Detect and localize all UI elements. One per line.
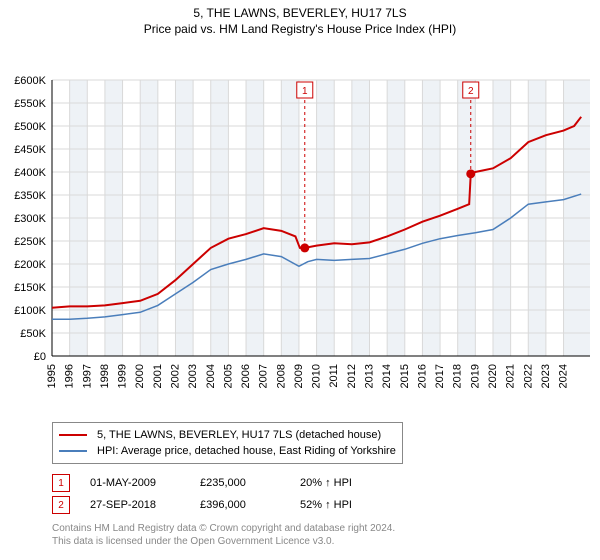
svg-text:£150K: £150K bbox=[14, 282, 46, 294]
legend-label-subject: 5, THE LAWNS, BEVERLEY, HU17 7LS (detach… bbox=[97, 429, 381, 441]
legend: 5, THE LAWNS, BEVERLEY, HU17 7LS (detach… bbox=[52, 422, 403, 464]
svg-text:2024: 2024 bbox=[558, 364, 570, 388]
svg-text:2000: 2000 bbox=[134, 364, 146, 388]
chart-area: £0 £50K £100K £150K £200K £250K £300K £350K £400… bbox=[0, 36, 600, 416]
svg-text:2002: 2002 bbox=[169, 364, 181, 388]
sale-row-2: 2 27-SEP-2018 £396,000 52% ↑ HPI bbox=[52, 494, 600, 516]
svg-text:£500K: £500K bbox=[14, 121, 46, 133]
svg-text:2020: 2020 bbox=[487, 364, 499, 388]
svg-text:2008: 2008 bbox=[275, 364, 287, 388]
legend-row-hpi: HPI: Average price, detached house, East… bbox=[59, 443, 396, 459]
footnote-line1: Contains HM Land Registry data © Crown c… bbox=[52, 522, 600, 535]
svg-text:2007: 2007 bbox=[258, 364, 270, 388]
svg-text:2010: 2010 bbox=[311, 364, 323, 388]
svg-text:£450K: £450K bbox=[14, 144, 46, 156]
svg-text:2009: 2009 bbox=[293, 364, 305, 388]
svg-text:1: 1 bbox=[302, 86, 308, 97]
legend-row-subject: 5, THE LAWNS, BEVERLEY, HU17 7LS (detach… bbox=[59, 427, 396, 443]
sale-date-1: 01-MAY-2009 bbox=[90, 477, 180, 489]
svg-text:2019: 2019 bbox=[469, 364, 481, 388]
svg-text:1995: 1995 bbox=[46, 364, 58, 388]
svg-text:2018: 2018 bbox=[452, 364, 464, 388]
sale-date-2: 27-SEP-2018 bbox=[90, 499, 180, 511]
sale-diff-1: 20% ↑ HPI bbox=[300, 477, 380, 489]
svg-text:£0: £0 bbox=[34, 351, 46, 363]
legend-swatch-hpi bbox=[59, 450, 87, 452]
svg-text:2013: 2013 bbox=[364, 364, 376, 388]
legend-label-hpi: HPI: Average price, detached house, East… bbox=[97, 445, 396, 457]
svg-text:2005: 2005 bbox=[222, 364, 234, 388]
svg-text:2001: 2001 bbox=[152, 364, 164, 388]
svg-text:£50K: £50K bbox=[20, 328, 46, 340]
chart-svg: £0 £50K £100K £150K £200K £250K £300K £350K £400… bbox=[0, 36, 600, 416]
chart-title-block: 5, THE LAWNS, BEVERLEY, HU17 7LS Price p… bbox=[0, 0, 600, 36]
svg-text:1998: 1998 bbox=[99, 364, 111, 388]
chart-title-subtitle: Price paid vs. HM Land Registry's House … bbox=[0, 22, 600, 36]
svg-text:1997: 1997 bbox=[81, 364, 93, 388]
legend-swatch-subject bbox=[59, 434, 87, 436]
svg-text:1996: 1996 bbox=[64, 364, 76, 388]
chart-title-address: 5, THE LAWNS, BEVERLEY, HU17 7LS bbox=[0, 6, 600, 20]
svg-text:£100K: £100K bbox=[14, 305, 46, 317]
sale-marker-2: 2 bbox=[52, 496, 70, 514]
footnote: Contains HM Land Registry data © Crown c… bbox=[52, 522, 600, 548]
svg-text:2004: 2004 bbox=[205, 364, 217, 388]
svg-text:2011: 2011 bbox=[328, 364, 340, 388]
svg-text:£350K: £350K bbox=[14, 190, 46, 202]
svg-text:2016: 2016 bbox=[416, 364, 428, 388]
svg-text:2021: 2021 bbox=[505, 364, 517, 388]
svg-text:£600K: £600K bbox=[14, 75, 46, 87]
svg-text:2: 2 bbox=[468, 86, 474, 97]
svg-text:2022: 2022 bbox=[522, 364, 534, 388]
svg-text:£400K: £400K bbox=[14, 167, 46, 179]
svg-text:2014: 2014 bbox=[381, 364, 393, 388]
svg-text:2012: 2012 bbox=[346, 364, 358, 388]
svg-text:£550K: £550K bbox=[14, 98, 46, 110]
svg-text:2023: 2023 bbox=[540, 364, 552, 388]
sale-diff-2: 52% ↑ HPI bbox=[300, 499, 380, 511]
sale-price-1: £235,000 bbox=[200, 477, 280, 489]
svg-text:1999: 1999 bbox=[117, 364, 129, 388]
sale-price-2: £396,000 bbox=[200, 499, 280, 511]
svg-text:2015: 2015 bbox=[399, 364, 411, 388]
svg-text:2003: 2003 bbox=[187, 364, 199, 388]
footnote-line2: This data is licensed under the Open Gov… bbox=[52, 535, 600, 548]
svg-text:£300K: £300K bbox=[14, 213, 46, 225]
sale-marker-1: 1 bbox=[52, 474, 70, 492]
svg-text:£250K: £250K bbox=[14, 236, 46, 248]
svg-text:2017: 2017 bbox=[434, 364, 446, 388]
svg-text:£200K: £200K bbox=[14, 259, 46, 271]
sales-table: 1 01-MAY-2009 £235,000 20% ↑ HPI 2 27-SE… bbox=[52, 472, 600, 516]
svg-text:2006: 2006 bbox=[240, 364, 252, 388]
sale-row-1: 1 01-MAY-2009 £235,000 20% ↑ HPI bbox=[52, 472, 600, 494]
